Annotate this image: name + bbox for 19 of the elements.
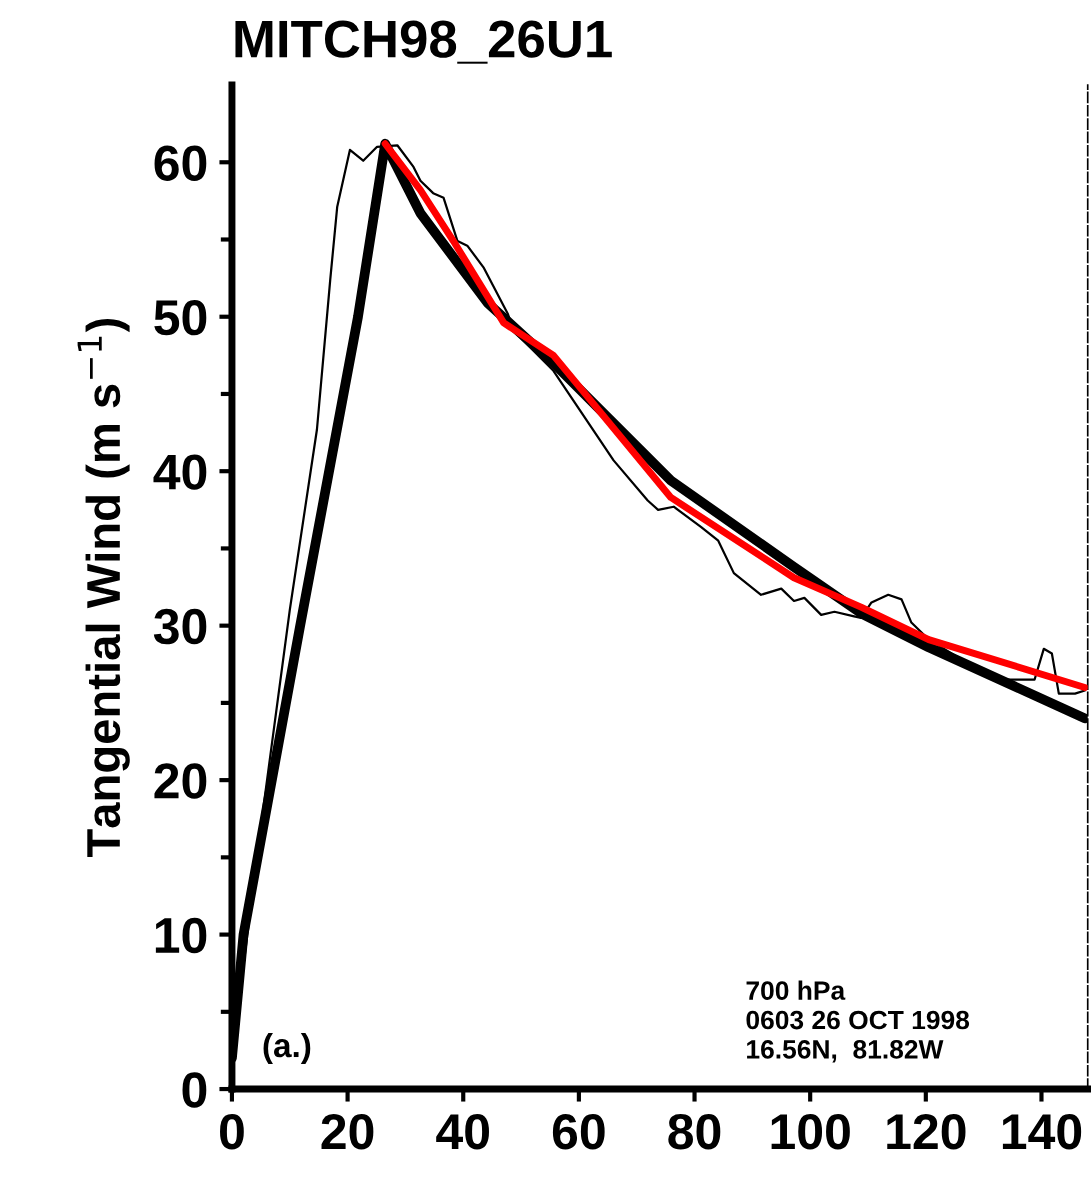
x-tick-label: 20 [321,1113,374,1150]
y-tick-label: 20 [154,763,207,799]
y-tick-label: 60 [154,145,207,181]
chart-title: MITCH98_26U1 [235,20,612,64]
y-tick-label: 10 [155,917,207,954]
x-tick-label: 0 [220,1113,244,1150]
y-axis-title: Tangential Wind (m s$^{−1}$) [77,318,130,858]
annotation: (a.) [263,1032,311,1064]
y-tick-label: 30 [153,608,207,645]
x-tick-label: 140 [1002,1113,1082,1150]
x-tick-label: 80 [668,1113,721,1150]
x-tick-label: 60 [552,1113,605,1150]
x-tick-label: 100 [771,1113,850,1150]
annotation: 700 hPa 0603 26 OCT 1998 16.56N, 81.82W [746,980,970,1063]
y-tick-label: 40 [153,454,207,490]
y-tick-label: 0 [182,1072,207,1108]
y-tick-label: 50 [154,299,207,336]
x-tick-label: 40 [436,1113,489,1150]
x-tick-label: 120 [887,1113,966,1150]
